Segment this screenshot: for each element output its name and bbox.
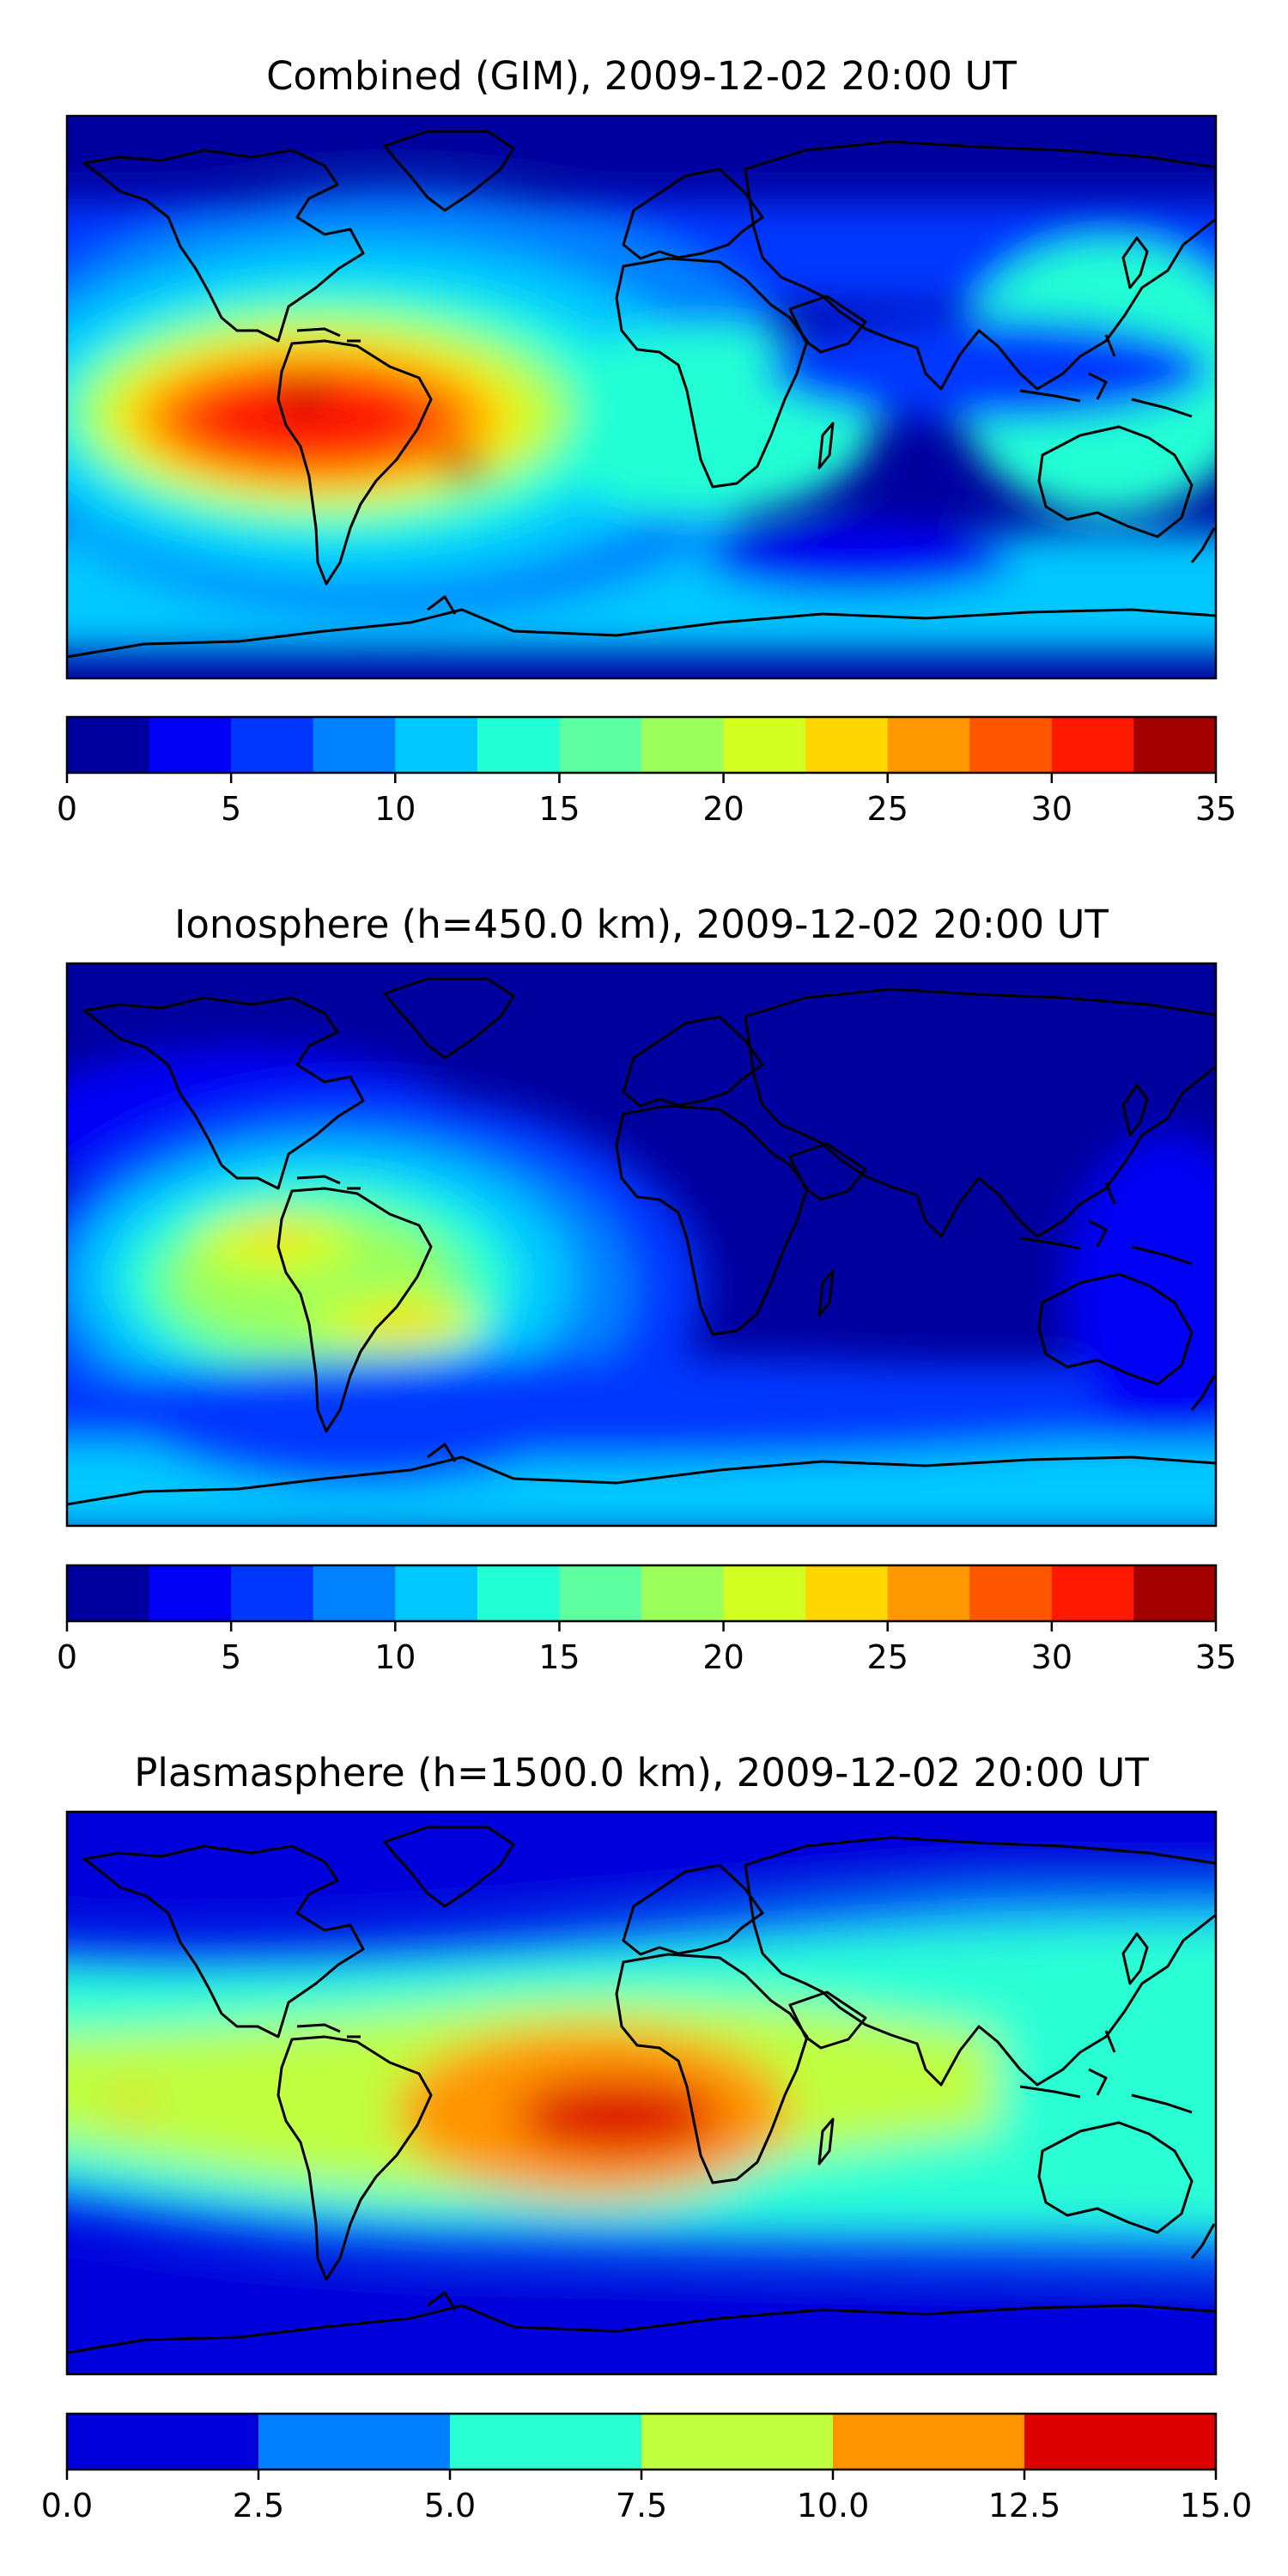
colorbar-swatch: [887, 1565, 970, 1621]
colorbar-tick-label: 15.0: [1180, 2487, 1253, 2524]
colorbar-ticks: 0 5 10 15 20 25 30 35: [57, 1621, 1236, 1676]
colorbar-frame: [65, 1564, 1218, 1623]
field-polar-north: [67, 1812, 1216, 1889]
colorbar-swatch: [395, 1565, 478, 1621]
colorbar-tick-label: 20: [702, 790, 744, 828]
panel-title: Combined (GIM), 2009-12-02 20:00 UT: [266, 53, 1017, 99]
field-band-asia: [764, 318, 1211, 421]
colorbar: 0 5 10 15 20 25 30 35: [57, 1564, 1236, 1676]
colorbar-swatch: [1051, 717, 1134, 773]
colorbar-swatch: [833, 2414, 1025, 2470]
colorbar-swatch: [641, 2414, 834, 2470]
panel-title: Plasmasphere (h=1500.0 km), 2009-12-02 2…: [134, 1750, 1149, 1795]
colorbar-swatches: [67, 2414, 1217, 2470]
colorbar: 0.0 2.5 5.0 7.5 10.0 12.5 15.0: [41, 2412, 1253, 2524]
colorbar-swatch: [149, 717, 232, 773]
field-spot-pacific: [116, 2093, 150, 2114]
field-peak-25a: [240, 1224, 309, 1249]
colorbar-swatch: [67, 1565, 150, 1621]
colorbar-frame: [65, 715, 1218, 775]
colorbar-swatch: [258, 2414, 451, 2470]
colorbar-tick-label: 12.5: [988, 2487, 1061, 2524]
colorbar: 0 5 10 15 20 25 30 35: [57, 715, 1236, 828]
colorbar-swatch: [477, 1565, 560, 1621]
colorbar-tick-label: 5: [221, 790, 241, 828]
panel-title: Ionosphere (h=450.0 km), 2009-12-02 20:0…: [174, 902, 1109, 947]
colorbar-swatch: [231, 1565, 314, 1621]
colorbar-swatch: [313, 717, 396, 773]
colorbar-tick-label: 10: [374, 1638, 416, 1676]
colorbar-swatch: [723, 717, 806, 773]
colorbar-swatch: [1051, 1565, 1134, 1621]
field-blob-east-pacific: [1065, 1133, 1216, 1443]
colorbar-swatch: [313, 1565, 396, 1621]
colorbar-tick-label: 25: [867, 1638, 908, 1676]
panel-ionosphere: Ionosphere (h=450.0 km), 2009-12-02 20:0…: [57, 902, 1236, 1676]
colorbar-tick-label: 2.5: [233, 2487, 284, 2524]
colorbar-swatch: [559, 1565, 642, 1621]
colorbar-tick-label: 7.5: [616, 2487, 667, 2524]
colorbar-swatch: [641, 1565, 725, 1621]
colorbar-ticks: 0 5 10 15 20 25 30 35: [57, 773, 1236, 828]
colorbar-tick-label: 0.0: [41, 2487, 93, 2524]
field-peak-12-5: [515, 2079, 721, 2154]
colorbar-tick-label: 5.0: [424, 2487, 476, 2524]
map-frame: [65, 114, 1218, 680]
colorbar-swatch: [641, 717, 725, 773]
colorbar-tick-label: 10.0: [797, 2487, 870, 2524]
map-field: [67, 1812, 1216, 2374]
colorbar-swatches: [67, 717, 1217, 773]
colorbar-swatch: [887, 717, 970, 773]
colorbar-tick-label: 20: [702, 1638, 744, 1676]
field-peak-west: [279, 385, 331, 409]
colorbar-swatch: [231, 717, 314, 773]
colorbar-swatch: [559, 717, 642, 773]
colorbar-tick-label: 35: [1195, 1638, 1236, 1676]
colorbar-swatch: [149, 1565, 232, 1621]
colorbar-ticks: 0.0 2.5 5.0 7.5 10.0 12.5 15.0: [41, 2470, 1253, 2524]
colorbar-tick-label: 15: [538, 790, 580, 828]
colorbar-swatch: [723, 1565, 806, 1621]
colorbar-tick-label: 10: [374, 790, 416, 828]
colorbar-swatches: [67, 1565, 1217, 1621]
field-peak-east: [438, 456, 489, 480]
field-blob-southern-ocean: [67, 1357, 1202, 1460]
colorbar-tick-label: 15: [538, 1638, 580, 1676]
map-frame: [65, 1810, 1218, 2376]
map-field: [67, 963, 1216, 1526]
colorbar-tick-label: 25: [867, 790, 908, 828]
field-low-indian-ocean: [704, 524, 1013, 592]
colorbar-swatch: [1133, 717, 1217, 773]
colorbar-tick-label: 5: [221, 1638, 241, 1676]
map-field: [67, 116, 1216, 678]
field-peak-25b: [356, 1310, 451, 1334]
colorbar-swatch: [1024, 2414, 1217, 2470]
panel-plasmasphere: Plasmasphere (h=1500.0 km), 2009-12-02 2…: [41, 1750, 1253, 2524]
colorbar-tick-label: 30: [1031, 790, 1072, 828]
colorbar-swatch: [450, 2414, 642, 2470]
colorbar-swatch: [969, 1565, 1053, 1621]
colorbar-swatch: [67, 717, 150, 773]
map-frame: [65, 962, 1218, 1528]
colorbar-swatch: [395, 717, 478, 773]
colorbar-swatch: [969, 717, 1053, 773]
field-polar-south: [67, 2284, 1216, 2374]
colorbar-tick-label: 0: [57, 1638, 77, 1676]
panel-combined: Combined (GIM), 2009-12-02 20:00 UT: [57, 53, 1236, 828]
field-blob-32: [197, 379, 421, 454]
colorbar-swatch: [805, 717, 889, 773]
colorbar-tick-label: 35: [1195, 790, 1236, 828]
field-polar-north: [67, 116, 1216, 155]
colorbar-tick-label: 30: [1031, 1638, 1072, 1676]
colorbar-tick-label: 0: [57, 790, 77, 828]
colorbar-swatch: [67, 2414, 259, 2470]
colorbar-swatch: [477, 717, 560, 773]
colorbar-swatch: [805, 1565, 889, 1621]
colorbar-swatch: [1133, 1565, 1217, 1621]
